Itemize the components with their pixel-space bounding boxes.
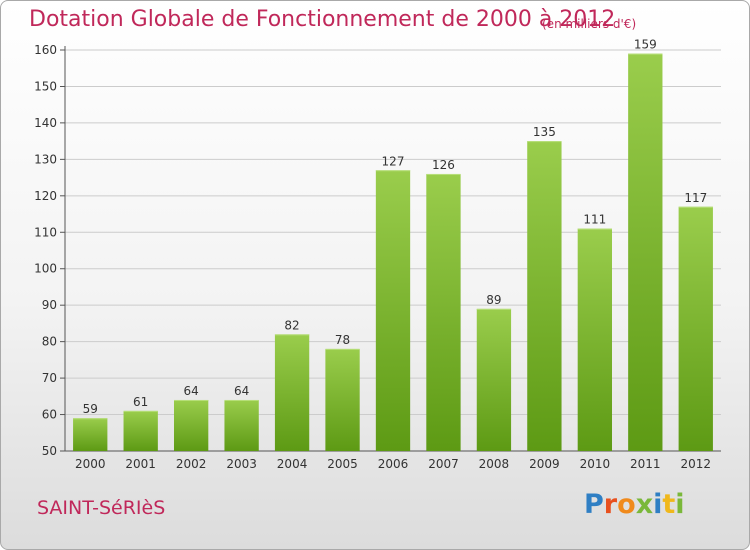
data-label-2001: 61 bbox=[133, 395, 148, 409]
data-label-2004: 82 bbox=[284, 318, 299, 332]
bar-2005 bbox=[325, 348, 360, 451]
data-label-2011: 159 bbox=[634, 38, 657, 52]
data-label-2003: 64 bbox=[234, 384, 249, 398]
y-tick-label: 110 bbox=[34, 225, 57, 239]
x-tick-label-2012: 2012 bbox=[680, 457, 711, 471]
bar-2012 bbox=[678, 206, 713, 451]
y-tick-label: 70 bbox=[42, 371, 57, 385]
y-tick-label: 50 bbox=[42, 444, 57, 458]
x-tick-label-2004: 2004 bbox=[277, 457, 308, 471]
y-tick-label: 80 bbox=[42, 335, 57, 349]
bar-2003 bbox=[224, 399, 259, 451]
logo-letter: i bbox=[675, 489, 685, 520]
x-tick-label-2009: 2009 bbox=[529, 457, 560, 471]
data-label-2006: 127 bbox=[382, 154, 405, 168]
y-tick-label: 120 bbox=[34, 189, 57, 203]
bar-2009 bbox=[527, 141, 562, 452]
commune-name: SAINT-SéRIèS bbox=[37, 497, 166, 519]
x-tick-label-2007: 2007 bbox=[428, 457, 459, 471]
unit-note: (en milliers d'€) bbox=[542, 17, 637, 31]
bar-2010 bbox=[577, 228, 613, 451]
data-label-2005: 78 bbox=[335, 333, 350, 347]
bar-2004 bbox=[274, 334, 310, 451]
y-tick-label: 60 bbox=[42, 408, 57, 422]
logo-letter: r bbox=[603, 489, 618, 520]
x-tick-label-2006: 2006 bbox=[378, 457, 409, 471]
data-label-2000: 59 bbox=[83, 402, 98, 416]
data-label-2012: 117 bbox=[684, 191, 707, 205]
x-tick-label-2008: 2008 bbox=[479, 457, 510, 471]
x-tick-label-2010: 2010 bbox=[580, 457, 611, 471]
x-tick-label-2000: 2000 bbox=[75, 457, 106, 471]
y-tick-label: 160 bbox=[34, 43, 57, 57]
logo-letter: t bbox=[662, 489, 676, 520]
y-tick-label: 130 bbox=[34, 152, 57, 166]
bar-2006 bbox=[375, 170, 411, 452]
data-label-2009: 135 bbox=[533, 125, 556, 139]
y-tick-label: 150 bbox=[34, 79, 57, 93]
data-label-2002: 64 bbox=[184, 384, 199, 398]
x-tick-label-2011: 2011 bbox=[630, 457, 661, 471]
data-label-2008: 89 bbox=[486, 293, 501, 307]
data-label-2010: 111 bbox=[583, 213, 606, 227]
bar-2007 bbox=[426, 173, 461, 452]
logo-letter: x bbox=[635, 489, 654, 520]
bar-2002 bbox=[173, 399, 209, 451]
data-labels: 59 61 64 64 82 78 127 126 89 135 111 159 117 bbox=[83, 38, 708, 417]
data-label-2007: 126 bbox=[432, 158, 455, 172]
x-tick-label-2003: 2003 bbox=[226, 457, 257, 471]
proxiti-logo: Proxiti bbox=[584, 489, 685, 520]
bar-2008 bbox=[476, 308, 512, 451]
bar-2001 bbox=[123, 410, 158, 451]
bar-2000 bbox=[73, 418, 108, 451]
logo-letter: o bbox=[617, 489, 636, 520]
y-tick-label: 100 bbox=[34, 262, 57, 276]
bar-2011 bbox=[628, 53, 663, 452]
x-tick-label-2002: 2002 bbox=[176, 457, 207, 471]
chart-title: Dotation Globale de Fonctionnement de 20… bbox=[29, 7, 616, 32]
x-tick-label-2001: 2001 bbox=[125, 457, 156, 471]
logo-letter: P bbox=[584, 489, 604, 520]
logo-letter: i bbox=[653, 489, 663, 520]
bars bbox=[73, 53, 713, 452]
x-tick-label-2005: 2005 bbox=[327, 457, 358, 471]
y-tick-label: 140 bbox=[34, 116, 57, 130]
y-tick-label: 90 bbox=[42, 298, 57, 312]
